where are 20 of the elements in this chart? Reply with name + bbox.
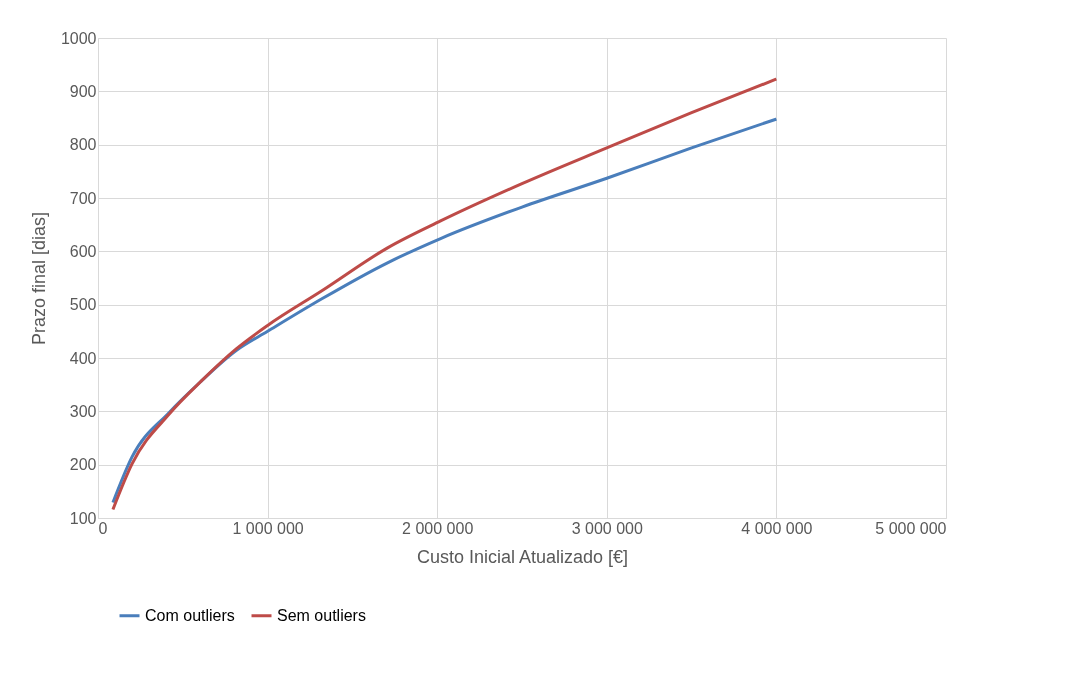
x-tick-label: 5 000 000 xyxy=(875,519,947,537)
y-axis-title: Prazo final [dias] xyxy=(28,211,49,346)
legend-label: Com outliers xyxy=(145,606,235,624)
x-tick-label: 4 000 000 xyxy=(741,519,813,537)
x-tick-label: 1 000 000 xyxy=(232,519,304,537)
y-tick-label: 600 xyxy=(69,242,97,260)
x-tick-label: 2 000 000 xyxy=(402,519,474,537)
y-tick-label: 500 xyxy=(69,296,97,314)
y-tick-label: 800 xyxy=(69,136,97,154)
y-tick-label: 900 xyxy=(69,82,97,100)
y-tick-label: 200 xyxy=(69,456,97,474)
y-tick-label: 100 xyxy=(69,509,97,527)
y-tick-label: 400 xyxy=(69,349,97,367)
y-tick-label: 300 xyxy=(69,402,97,420)
x-axis-title: Custo Inicial Atualizado [€] xyxy=(416,546,629,567)
x-tick-label: 3 000 000 xyxy=(571,519,643,537)
y-tick-label: 1000 xyxy=(60,29,97,47)
y-tick-label: 700 xyxy=(69,189,97,207)
legend-label: Sem outliers xyxy=(277,606,366,624)
x-tick-label: 0 xyxy=(98,519,108,537)
